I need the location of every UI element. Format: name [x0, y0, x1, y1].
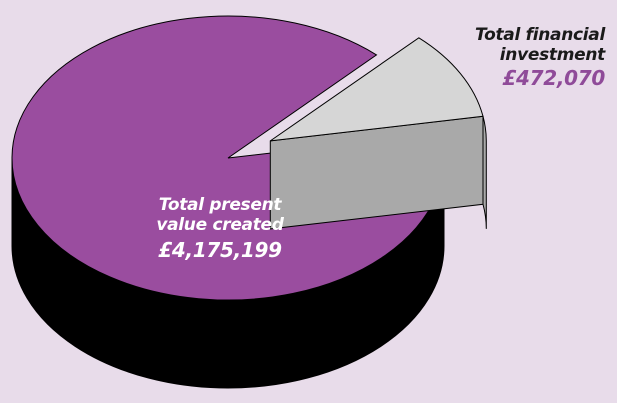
- label-value-amount: £4,175,199: [158, 238, 282, 263]
- label-investment-line-2: investment: [499, 44, 606, 65]
- label-investment-value: £472,070: [502, 66, 605, 91]
- label-value-line-1: Total present: [158, 195, 282, 215]
- slice-total-present-value: [11, 15, 445, 389]
- label-total-financial-investment: Total financial investment £472,070: [474, 25, 606, 91]
- label-value-line-2: value created: [156, 214, 284, 235]
- slice-total-financial-investment-outer-side: [482, 116, 487, 229]
- label-investment-line-1: Total financial: [474, 25, 605, 45]
- slice-total-present-value-top: [11, 15, 445, 301]
- slice-total-financial-investment-top: [270, 37, 484, 142]
- slice-total-financial-investment: [269, 37, 487, 230]
- label-total-present-value: Total present value created £4,175,199: [130, 195, 310, 263]
